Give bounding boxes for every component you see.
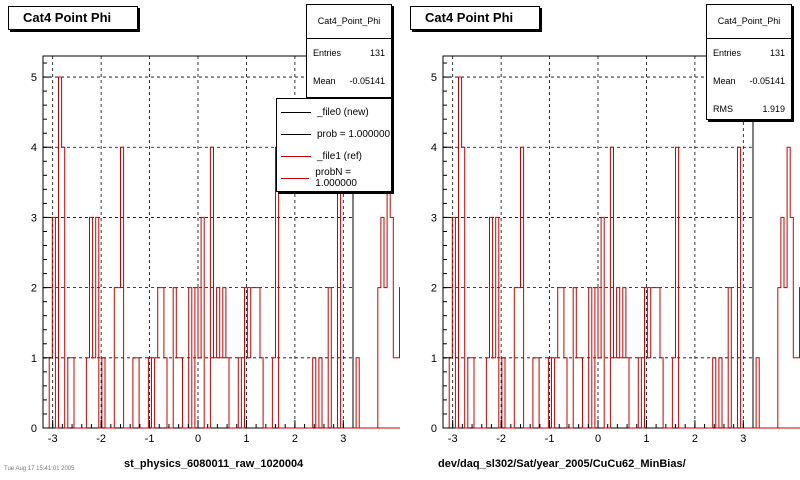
legend-box: _file0 (new) prob = 1.000000 _file1 (ref… [276,98,392,192]
x-axis-label: st_physics_6080011_raw_1020004 [124,458,304,470]
y-tick-label: 2 [31,283,37,295]
y-tick-label: 1 [431,353,437,365]
stats-label: Mean [713,76,736,86]
x-tick-label: -1 [545,433,555,445]
histogram-panel-left: -3 -2 -1 0 1 2 3 0 1 2 3 4 5 Cat4 Point Phi Cat4_Poi… [8,4,400,470]
legend-label: _file1 (ref) [317,150,363,162]
stats-value: 131 [769,48,785,58]
stats-row-entries: Entries 131 [307,39,391,67]
histogram-canvas-right: -3 -2 -1 0 1 2 3 0 1 2 3 4 5 [431,55,800,445]
legend-label: probN = 1.000000 [315,167,357,189]
y-tick-label: 1 [31,353,37,365]
x-tick-label: 1 [643,433,649,445]
stats-title: Cat4_Point_Phi [707,5,791,39]
y-tick-label: 4 [431,142,437,154]
stats-box: Cat4_Point_Phi Entries 131 Mean -0.05141 [306,4,392,98]
x-tick-label: 1 [243,433,249,445]
stats-value: -0.05141 [349,76,385,86]
x-tick-label: -1 [145,433,155,445]
legend-entry: _file1 (ref) [277,145,391,167]
histogram-series [43,76,400,429]
x-tick-label: 2 [692,433,698,445]
chart-title: Cat4 Point Phi [410,6,540,30]
stats-title: Cat4_Point_Phi [307,5,391,39]
legend-line [281,177,310,179]
legend-label: _file0 (new) [317,106,369,118]
legend-entry: prob = 1.000000 [277,123,391,145]
x-tick-label: -2 [496,433,506,445]
histogram-series [443,76,800,429]
x-axis-label: dev/daq_sl302/Sat/year_2005/CuCu62_MinBi… [438,458,686,470]
chart-title-text: Cat4 Point Phi [23,10,112,25]
stats-label: Mean [313,76,336,86]
timestamp-footer: Tue Aug 17 15:41:01 2005 [4,466,75,472]
y-tick-label: 5 [31,72,37,84]
y-tick-label: 3 [431,212,437,224]
x-tick-label: 2 [292,433,298,445]
legend-entry: _file0 (new) [277,101,391,123]
x-tick-label: -3 [448,433,458,445]
legend-line [281,133,311,135]
stats-value: -0.05141 [749,76,785,86]
stats-row-mean: Mean -0.05141 [707,67,791,95]
chart-title: Cat4 Point Phi [8,6,138,30]
legend-label: prob = 1.000000 [317,128,391,140]
stats-label: RMS [713,104,733,114]
legend-line [281,155,311,157]
stats-value: 1.919 [762,104,785,114]
stats-label: Entries [313,48,342,58]
x-tick-label: 0 [195,433,201,445]
stats-box: Cat4_Point_Phi Entries 131 Mean -0.05141… [706,4,792,120]
stats-label: Entries [713,48,742,58]
stats-row-entries: Entries 131 [707,39,791,67]
x-tick-label: -2 [96,433,106,445]
x-tick-label: 3 [340,433,346,445]
stats-row-mean: Mean -0.05141 [307,67,391,95]
x-tick-label: -3 [48,433,58,445]
x-tick-label: 0 [595,433,601,445]
legend-entry: probN = 1.000000 [277,167,391,189]
y-tick-label: 3 [31,212,37,224]
y-tick-label: 4 [31,142,37,154]
y-tick-label: 2 [431,283,437,295]
x-tick-label: 3 [740,433,746,445]
stats-value: 131 [369,48,385,58]
legend-line [281,111,311,113]
stats-row-rms: RMS 1.919 [707,95,791,123]
histogram-panel-right: -3 -2 -1 0 1 2 3 0 1 2 3 4 5 Cat4 Point Phi Cat4_Poi… [400,0,800,480]
y-tick-label: 0 [31,423,37,435]
y-tick-label: 5 [431,72,437,84]
y-tick-label: 0 [431,423,437,435]
chart-title-text: Cat4 Point Phi [425,10,514,25]
